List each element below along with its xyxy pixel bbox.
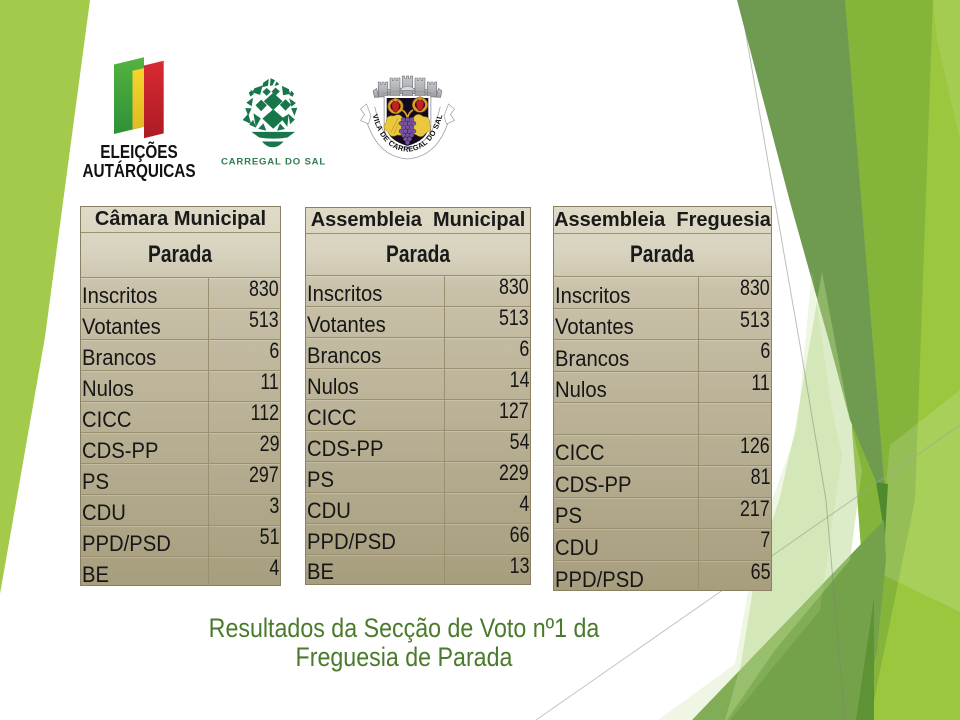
svg-text:CARREGAL DO SAL: CARREGAL DO SAL bbox=[221, 157, 326, 168]
